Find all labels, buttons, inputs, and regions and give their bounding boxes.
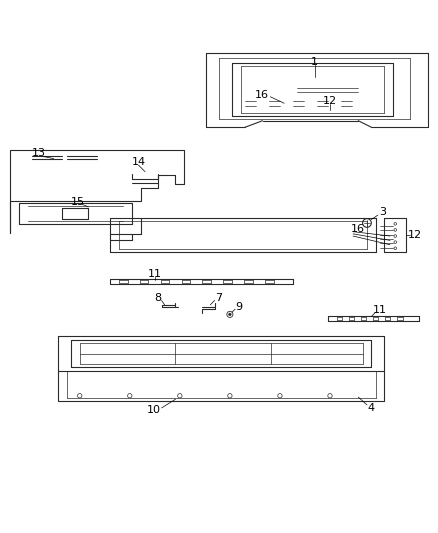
Text: 16: 16 xyxy=(351,224,365,233)
Text: 9: 9 xyxy=(235,302,242,312)
Text: 3: 3 xyxy=(379,207,386,217)
Text: 12: 12 xyxy=(323,96,337,106)
Text: 4: 4 xyxy=(368,403,375,413)
Circle shape xyxy=(229,313,231,316)
Text: 16: 16 xyxy=(254,90,268,100)
Text: 10: 10 xyxy=(147,405,161,415)
Text: 15: 15 xyxy=(71,197,85,207)
Text: 1: 1 xyxy=(311,57,318,67)
Text: 13: 13 xyxy=(32,148,46,158)
Text: 8: 8 xyxy=(155,293,162,303)
Text: 11: 11 xyxy=(148,269,162,279)
Text: 11: 11 xyxy=(373,305,387,315)
Text: 14: 14 xyxy=(131,157,145,167)
Text: 7: 7 xyxy=(215,293,223,303)
Text: 12: 12 xyxy=(408,230,422,240)
